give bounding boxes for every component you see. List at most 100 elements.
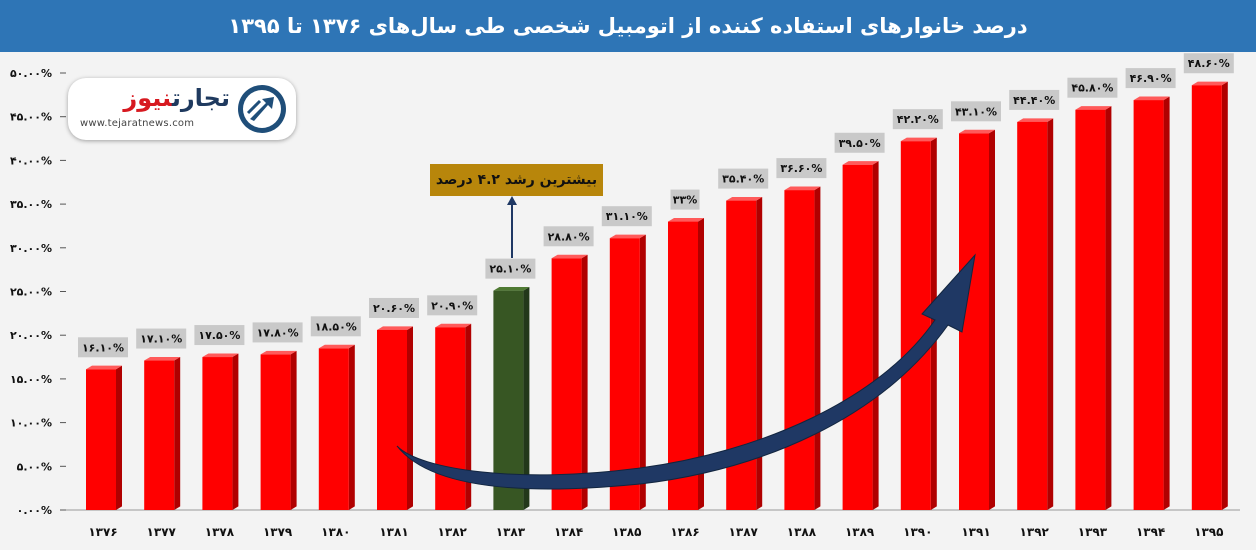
y-tick-label: ۱۰.۰۰% <box>10 417 52 430</box>
data-label-box <box>670 189 700 210</box>
bar <box>86 365 122 510</box>
y-tick-label: ۵.۰۰% <box>17 460 52 473</box>
x-tick-label: ۱۳۸۰ <box>321 525 350 539</box>
max-growth-annotation: بیشترین رشد ۴.۲ درصد <box>430 164 603 196</box>
tejarat-news-logo-icon <box>238 85 286 133</box>
data-label: ۲۵.۱۰% <box>489 263 531 276</box>
logo-name-part1: تجارت <box>171 84 230 112</box>
x-tick-label: ۱۳۸۶ <box>670 525 699 539</box>
bar <box>1017 118 1054 511</box>
logo-wordmark: تجارتنیوز <box>80 84 230 112</box>
x-tick-label: ۱۳۹۵ <box>1194 525 1223 539</box>
y-tick-label: ۲۰.۰۰% <box>10 329 52 342</box>
data-label: ۱۷.۵۰% <box>198 329 240 342</box>
data-label-box <box>543 226 594 247</box>
data-label-box <box>252 322 303 343</box>
data-label: ۳۹.۵۰% <box>839 137 881 150</box>
bar <box>1133 96 1170 511</box>
x-tick-label: ۱۳۹۰ <box>903 525 932 539</box>
bar <box>1075 106 1112 510</box>
x-tick-label: ۱۳۷۷ <box>147 525 177 539</box>
x-tick-label: ۱۳۹۴ <box>1136 525 1165 539</box>
data-label: ۴۳.۱۰% <box>955 105 997 118</box>
bar <box>900 137 937 510</box>
data-label-box <box>78 337 128 358</box>
data-label-box <box>1125 68 1176 89</box>
data-label: ۲۸.۸۰% <box>548 230 590 243</box>
data-label-box <box>1183 53 1234 74</box>
annotation-pointer <box>507 196 517 258</box>
x-tick-label: ۱۳۸۳ <box>496 525 526 539</box>
data-label-box <box>601 206 652 227</box>
logo-url: www.tejaratnews.com <box>80 118 195 129</box>
x-tick-label: ۱۳۸۴ <box>554 525 583 539</box>
data-label: ۴۶.۹۰% <box>1130 72 1172 85</box>
x-tick-label: ۱۳۸۵ <box>612 525 641 539</box>
data-label: ۱۷.۸۰% <box>257 326 299 339</box>
bar <box>144 356 181 510</box>
x-tick-label: ۱۳۸۲ <box>438 525 468 539</box>
bar <box>377 326 413 510</box>
bar <box>609 234 646 510</box>
x-tick-label: ۱۳۷۸ <box>205 525 235 539</box>
y-tick-label: ۴۰.۰۰% <box>10 154 52 167</box>
tejarat-news-logo: تجارتنیوز www.tejaratnews.com <box>68 78 296 140</box>
y-tick-label: ۳۰.۰۰% <box>10 242 52 255</box>
bar <box>260 350 297 510</box>
x-tick-label: ۱۳۸۷ <box>729 525 759 539</box>
y-tick-label: ۳۵.۰۰% <box>10 198 52 211</box>
x-tick-label: ۱۳۹۳ <box>1078 525 1108 539</box>
data-label: ۲۰.۶۰% <box>373 302 415 315</box>
y-tick-label: ۲۵.۰۰% <box>10 286 52 299</box>
x-tick-label: ۱۳۸۱ <box>379 525 408 539</box>
x-tick-label: ۱۳۹۱ <box>961 525 990 539</box>
data-label-box <box>427 295 478 316</box>
logo-name-part2: نیوز <box>123 84 172 112</box>
y-tick-label: ۴۵.۰۰% <box>10 111 52 124</box>
data-label-box <box>136 328 187 349</box>
data-label-box <box>834 132 885 153</box>
bar <box>1191 81 1228 511</box>
x-tick-label: ۱۳۸۹ <box>845 525 875 539</box>
bar <box>318 344 355 510</box>
bar <box>784 186 821 511</box>
data-label-box <box>194 325 245 346</box>
data-label-box <box>718 168 769 189</box>
data-label: ۱۷.۱۰% <box>140 333 182 346</box>
bar-chart: ۰.۰۰% ۵.۰۰% ۱۰.۰۰% ۱۵.۰۰% ۲۰.۰۰% ۲۵.۰۰% ۳۰.۰۰%… <box>10 53 1240 539</box>
data-label-box <box>369 297 419 318</box>
data-label-box <box>310 316 361 337</box>
trend-arrow <box>396 253 976 490</box>
x-tick-label: ۱۳۸۸ <box>787 525 817 539</box>
data-label: ۲۰.۹۰% <box>431 299 473 312</box>
x-tick-label: ۱۳۷۶ <box>88 525 117 539</box>
curved-trend-arrow-icon <box>396 253 976 490</box>
data-label: ۴۴.۴۰% <box>1013 94 1055 107</box>
bar <box>551 254 588 510</box>
y-tick-label: ۵۰.۰۰% <box>10 67 52 80</box>
chart-title: درصد خانوارهای استفاده کننده از اتومبیل … <box>0 0 1256 52</box>
x-tick-label: ۱۳۷۹ <box>263 525 293 539</box>
bar <box>842 161 879 511</box>
data-label-box <box>892 109 943 130</box>
bars: ۱۶.۱۰% ۱۳۷۶ ۱۷.۱۰% ۱۳۷۷ ۱۷.۵۰% ۱۳۷۸ ۱۷.۸۰% ۱۳۷۹… <box>78 53 1234 539</box>
data-label: ۴۸.۶۰% <box>1188 57 1230 70</box>
y-tick-label: ۱۵.۰۰% <box>10 373 52 386</box>
data-label-box <box>485 258 536 279</box>
data-label: ۴۲.۲۰% <box>897 113 939 126</box>
data-label: ۳۵.۴۰% <box>722 173 764 186</box>
data-label: ۱۸.۵۰% <box>315 320 357 333</box>
data-label-box <box>776 158 827 179</box>
data-label: ۴۵.۸۰% <box>1071 82 1113 95</box>
data-label: ۳۶.۶۰% <box>780 162 822 175</box>
data-label-box <box>951 101 1001 122</box>
data-label: ۳۱.۱۰% <box>606 210 648 223</box>
x-tick-label: ۱۳۹۲ <box>1020 525 1050 539</box>
y-tick-label: ۰.۰۰% <box>17 504 52 517</box>
data-label-box <box>1009 89 1060 110</box>
plot-area: ۰.۰۰% ۵.۰۰% ۱۰.۰۰% ۱۵.۰۰% ۲۰.۰۰% ۲۵.۰۰% ۳۰.۰۰%… <box>0 52 1256 550</box>
data-label-box <box>1067 77 1118 98</box>
data-label: ۳۳% <box>673 194 697 207</box>
data-label: ۱۶.۱۰% <box>82 341 124 354</box>
